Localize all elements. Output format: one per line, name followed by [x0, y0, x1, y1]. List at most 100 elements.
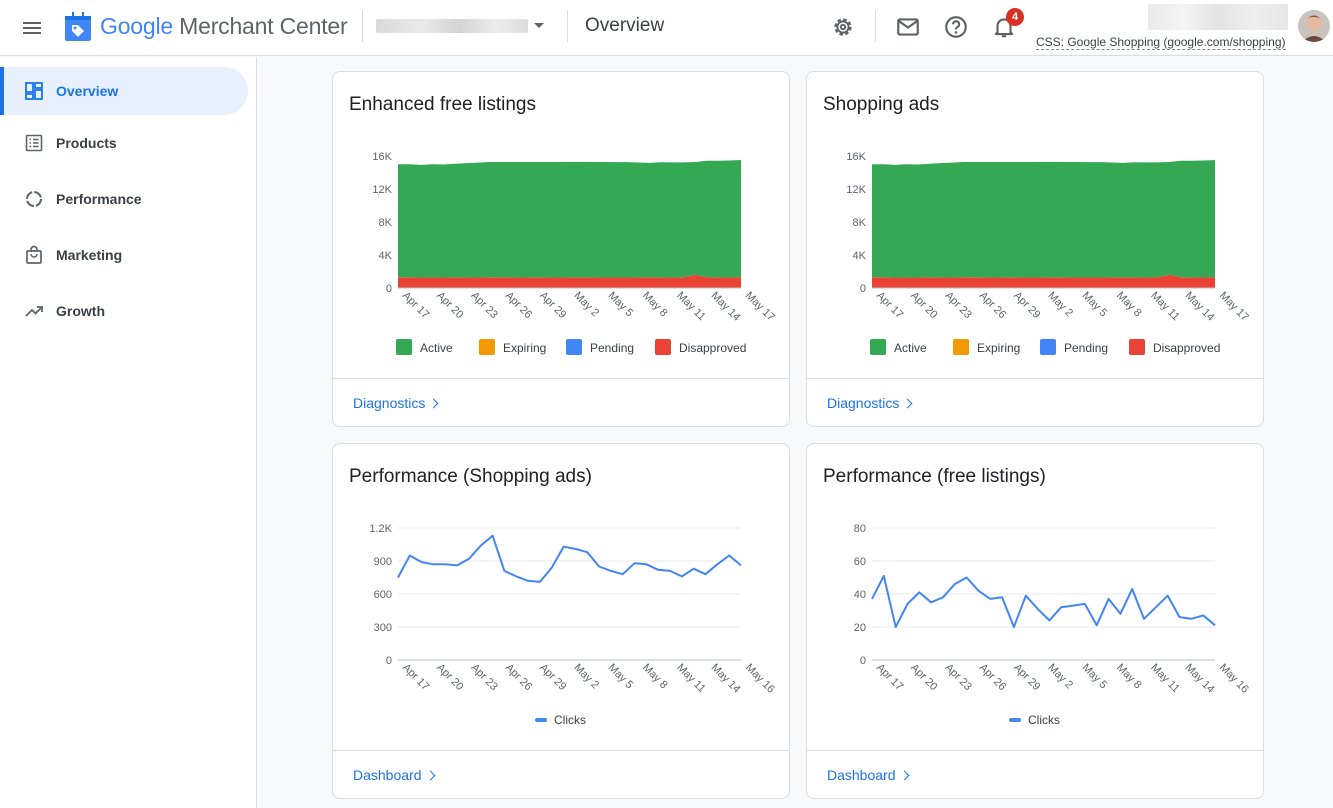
card-performance-shopping-ads: Performance (Shopping ads) 0 300 600 900 1.2…: [332, 443, 790, 799]
legend-swatch-disapproved: [655, 339, 671, 355]
donut-icon: [26, 191, 42, 207]
legend-label: Clicks: [1028, 713, 1060, 727]
x-tick-label: May 11: [674, 290, 707, 323]
x-tick-label: Apr 17: [874, 662, 905, 693]
account-selector[interactable]: [376, 14, 548, 40]
x-tick-label: May 14: [1183, 662, 1217, 696]
x-tick-label: May 5: [606, 662, 636, 692]
y-tick-label: 16K: [372, 151, 392, 163]
legend-label: Active: [420, 341, 453, 355]
card-title: Performance (Shopping ads): [349, 466, 592, 487]
legend-label: Disapproved: [679, 341, 746, 355]
y-tick-label: 300: [374, 622, 392, 634]
y-tick-label: 12K: [372, 184, 392, 196]
sidebar-item-marketing[interactable]: Marketing: [0, 231, 248, 279]
link-label: Diagnostics: [827, 395, 900, 411]
legend-swatch-expiring: [479, 339, 495, 355]
card-footer: Dashboard: [807, 750, 1263, 798]
sidebar-item-growth[interactable]: Growth: [0, 287, 248, 335]
x-tick-label: Apr 17: [400, 290, 431, 321]
settings-gear-icon[interactable]: [830, 14, 856, 40]
x-tick-label: May 11: [1148, 290, 1181, 323]
chevron-right-icon: [902, 398, 913, 409]
link-label: Dashboard: [827, 767, 896, 783]
divider: [567, 10, 568, 42]
hamburger-menu-icon[interactable]: [20, 16, 44, 40]
card-title: Shopping ads: [823, 94, 940, 115]
x-tick-label: May 5: [1080, 662, 1110, 692]
y-tick-label: 0: [860, 655, 866, 667]
area-series-active: [872, 159, 1215, 278]
x-tick-label: Apr 23: [942, 662, 973, 693]
sidebar-item-label: Performance: [56, 191, 142, 207]
user-avatar[interactable]: [1298, 10, 1330, 42]
x-tick-label: Apr 29: [1011, 290, 1042, 321]
chevron-right-icon: [899, 770, 909, 781]
line-series-clicks: [871, 574, 1216, 628]
legend-label: Pending: [590, 341, 634, 355]
x-tick-label: May 17: [743, 290, 777, 324]
legend-swatch-expiring: [953, 339, 969, 355]
list-icon: [25, 134, 43, 152]
x-tick-label: May 11: [674, 662, 707, 695]
help-icon[interactable]: [943, 14, 969, 40]
dashboard-link[interactable]: Dashboard: [827, 767, 909, 783]
sidebar-item-products[interactable]: Products: [0, 119, 248, 167]
x-tick-label: May 8: [640, 290, 670, 320]
legend-swatch-pending: [1040, 339, 1056, 355]
x-tick-label: Apr 26: [977, 290, 1008, 321]
x-tick-label: Apr 26: [977, 662, 1008, 693]
x-tick-label: May 14: [709, 662, 743, 696]
y-tick-label: 4K: [379, 250, 393, 262]
x-tick-label: May 8: [640, 662, 670, 692]
legend-label: Active: [894, 341, 927, 355]
sidebar-item-label: Growth: [56, 303, 105, 319]
legend-swatch-active: [396, 339, 412, 355]
x-tick-label: Apr 26: [503, 662, 534, 693]
x-tick-label: May 5: [1080, 290, 1110, 320]
y-tick-label: 600: [374, 589, 392, 601]
legend-label: Clicks: [554, 713, 586, 727]
diagnostics-link[interactable]: Diagnostics: [353, 395, 439, 411]
sidebar-item-performance[interactable]: Performance: [0, 175, 248, 223]
mail-icon[interactable]: [895, 14, 921, 40]
x-tick-label: Apr 26: [503, 290, 534, 321]
y-tick-label: 12K: [846, 184, 866, 196]
x-tick-label: Apr 29: [537, 662, 568, 693]
caret-down-icon: [534, 23, 544, 28]
app-brand[interactable]: Google Merchant Center: [100, 13, 348, 40]
css-account-label[interactable]: CSS: Google Shopping (google.com/shoppin…: [1036, 35, 1286, 50]
sidebar-item-overview[interactable]: Overview: [0, 67, 248, 115]
chevron-right-icon: [428, 398, 439, 409]
x-tick-label: Apr 17: [874, 290, 905, 321]
x-tick-label: Apr 23: [468, 662, 499, 693]
y-tick-label: 60: [854, 556, 866, 568]
merchant-center-logo-icon[interactable]: [64, 12, 92, 42]
y-tick-label: 8K: [379, 217, 393, 229]
diagnostics-link[interactable]: Diagnostics: [827, 395, 913, 411]
x-tick-label: May 2: [571, 290, 601, 320]
legend-label: Disapproved: [1153, 341, 1220, 355]
x-tick-label: May 17: [1217, 290, 1251, 324]
y-tick-label: 20: [854, 622, 866, 634]
area-series-active: [398, 159, 741, 278]
shopping-bag-icon: [26, 245, 42, 264]
y-tick-label: 1.2K: [369, 523, 392, 535]
dashboard-link[interactable]: Dashboard: [353, 767, 435, 783]
divider: [362, 10, 363, 42]
legend-label: Expiring: [503, 341, 546, 355]
x-tick-label: Apr 20: [908, 290, 939, 321]
x-tick-label: May 14: [1183, 290, 1217, 324]
y-tick-label: 900: [374, 556, 392, 568]
sidebar-item-label: Marketing: [56, 247, 123, 263]
divider: [875, 10, 876, 42]
x-tick-label: Apr 23: [468, 290, 499, 321]
x-tick-label: May 2: [1045, 662, 1075, 692]
x-tick-label: Apr 20: [434, 290, 465, 321]
trending-up-icon: [25, 306, 43, 317]
x-tick-label: May 14: [709, 290, 743, 324]
sidebar-item-label: Products: [56, 135, 117, 151]
legend-swatch-disapproved: [1129, 339, 1145, 355]
clicks-line-chart: 0 300 600 900 1.2K Apr 17 Apr 20 Apr 23 Apr 26 Ap…: [369, 523, 777, 727]
